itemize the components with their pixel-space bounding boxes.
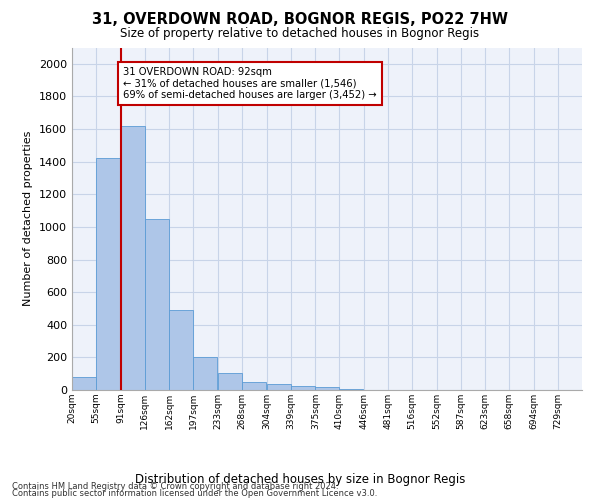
Bar: [316, 387, 340, 390]
Bar: [121, 126, 145, 390]
Bar: [145, 219, 169, 390]
Text: 31, OVERDOWN ROAD, BOGNOR REGIS, PO22 7HW: 31, OVERDOWN ROAD, BOGNOR REGIS, PO22 7H…: [92, 12, 508, 28]
Bar: [218, 373, 242, 390]
Text: Distribution of detached houses by size in Bognor Regis: Distribution of detached houses by size …: [135, 474, 465, 486]
Text: Contains HM Land Registry data © Crown copyright and database right 2024.: Contains HM Land Registry data © Crown c…: [12, 482, 338, 491]
Text: 31 OVERDOWN ROAD: 92sqm
← 31% of detached houses are smaller (1,546)
69% of semi: 31 OVERDOWN ROAD: 92sqm ← 31% of detache…: [124, 67, 377, 100]
Text: Contains public sector information licensed under the Open Government Licence v3: Contains public sector information licen…: [12, 489, 377, 498]
Bar: [169, 310, 193, 390]
Bar: [242, 382, 266, 390]
Bar: [72, 377, 96, 390]
Text: Size of property relative to detached houses in Bognor Regis: Size of property relative to detached ho…: [121, 28, 479, 40]
Y-axis label: Number of detached properties: Number of detached properties: [23, 131, 34, 306]
Bar: [193, 356, 217, 390]
Bar: [266, 384, 290, 390]
Bar: [340, 389, 364, 390]
Bar: [96, 158, 120, 390]
Bar: [290, 386, 314, 390]
